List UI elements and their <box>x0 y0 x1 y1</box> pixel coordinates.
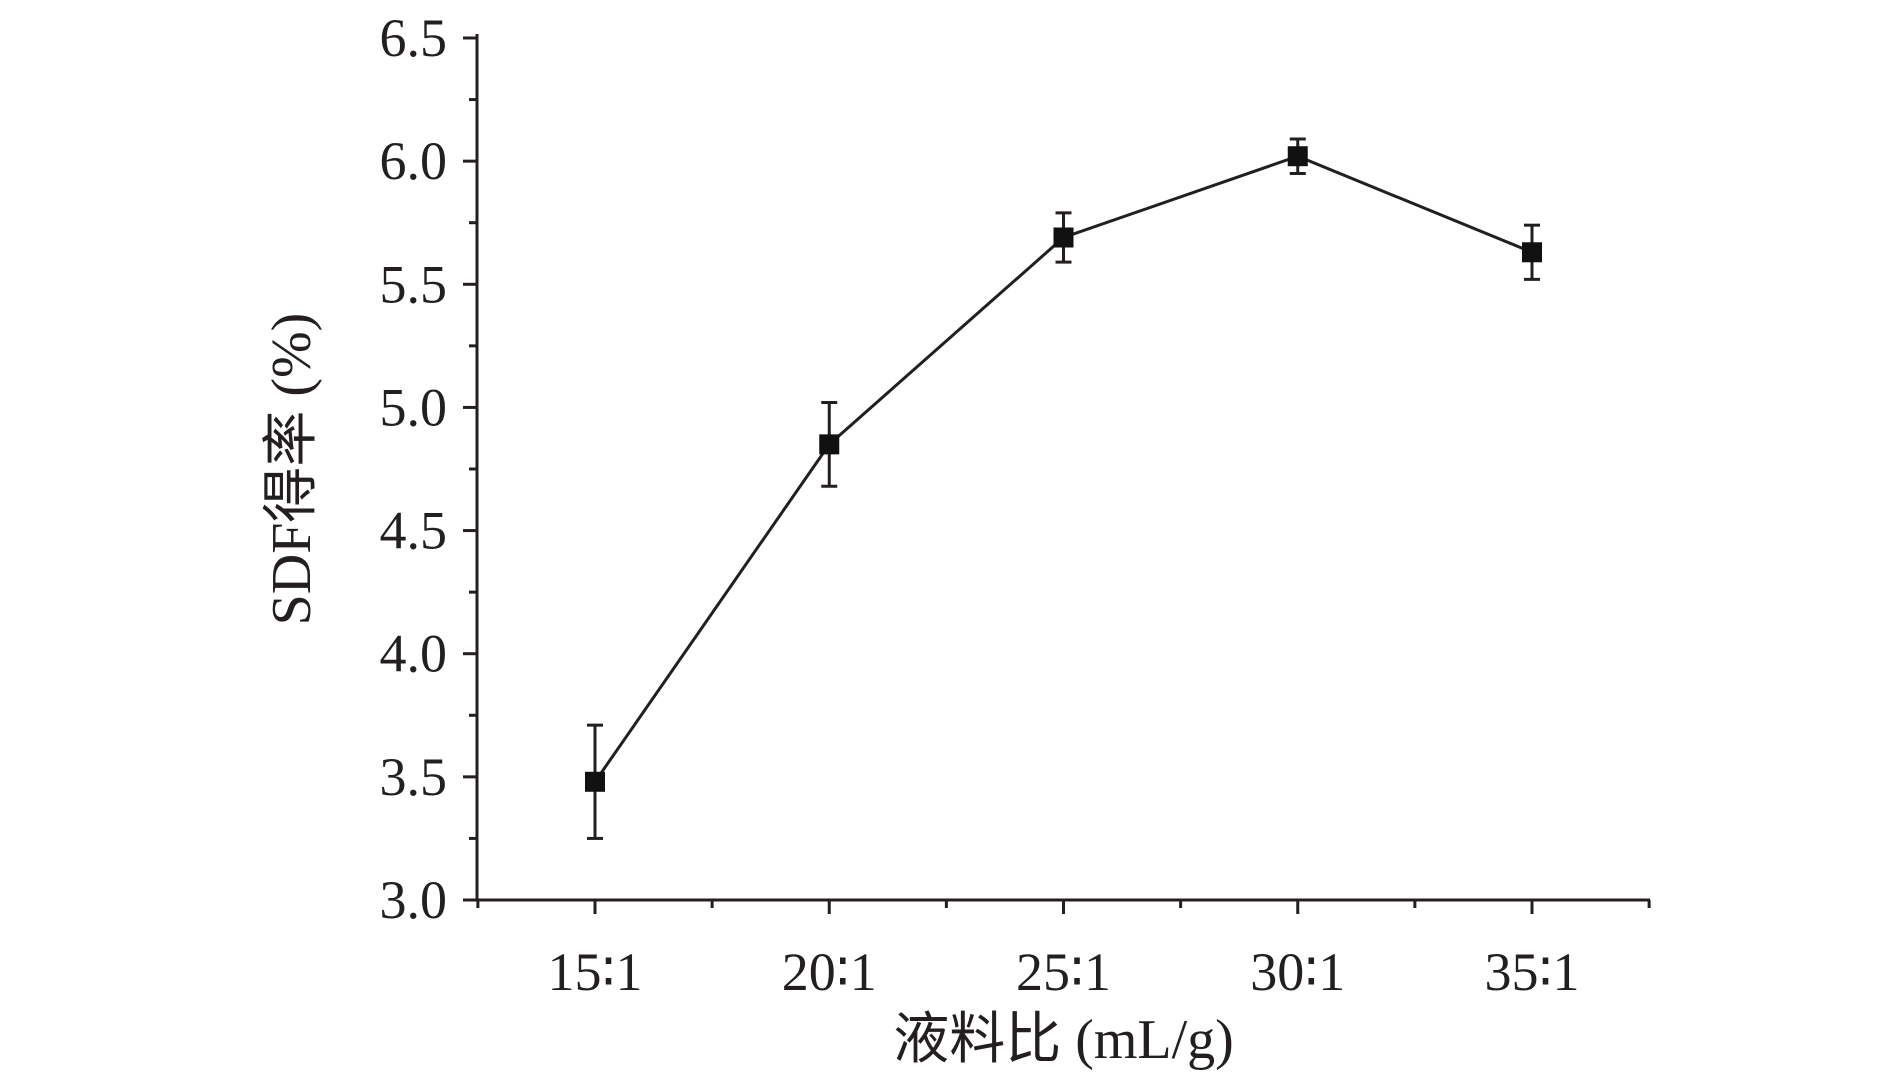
y-tick-label: 4.5 <box>380 501 448 561</box>
data-point <box>1053 227 1074 248</box>
x-ticks: 15∶1 20∶1 25∶1 30∶1 35∶1 <box>476 900 1651 1002</box>
y-tick-label: 6.0 <box>380 131 448 191</box>
y-tick-label: 4.0 <box>380 624 448 684</box>
y-axis-title: SDF得率 (%) <box>261 313 323 626</box>
data-point <box>1287 146 1308 167</box>
x-tick-label: 20∶1 <box>782 942 877 1002</box>
x-tick-label: 35∶1 <box>1484 942 1579 1002</box>
series <box>585 137 1542 840</box>
y-tick-label: 3.0 <box>380 870 448 930</box>
data-point <box>585 771 605 792</box>
y-ticks: 3.0 3.5 4.0 4.5 5.0 5.5 6.0 6.5 <box>380 8 477 930</box>
data-point <box>819 434 840 455</box>
y-tick-label: 3.5 <box>380 747 448 807</box>
y-tick-label: 5.0 <box>380 377 448 437</box>
y-tick-label: 6.5 <box>380 8 448 68</box>
x-tick-label: 25∶1 <box>1016 942 1111 1002</box>
x-tick-label: 15∶1 <box>547 942 642 1002</box>
x-tick-label: 30∶1 <box>1250 942 1345 1002</box>
axes <box>475 34 1650 902</box>
x-axis-title: 液料比 (mL/g) <box>893 1009 1234 1071</box>
data-point <box>1522 242 1542 263</box>
y-tick-label: 5.5 <box>380 254 448 314</box>
